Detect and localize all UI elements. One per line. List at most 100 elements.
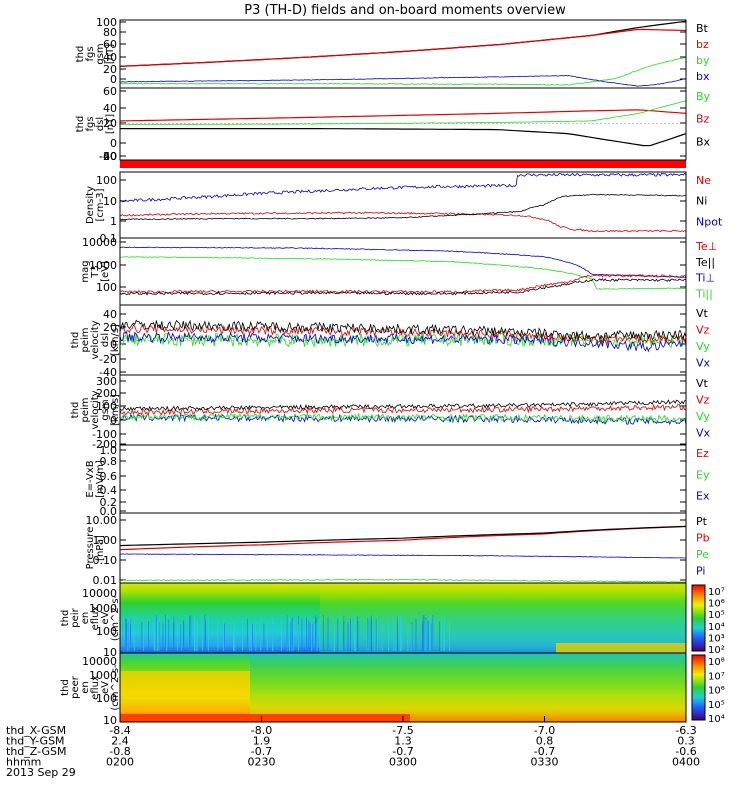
y-tick-label: 20: [103, 117, 117, 130]
series-group: [120, 247, 686, 295]
colorbar: [692, 655, 705, 720]
y-tick-label: 10000: [82, 236, 117, 249]
y-tick-label: 0: [110, 414, 117, 427]
y-tick-label: 10.00: [86, 514, 118, 527]
x-axis-block: thd_X-GSM -8.4 -8.0 -7.5 -7.0 -6.3 thd_Y-GSM 2.…: [6, 716, 700, 769]
panel-stack: thd fgs gsm [nT]100806040200Btbzbybxthd fgs d…: [60, 16, 725, 727]
y-tick-label: 10000: [82, 587, 117, 600]
colorbar: [692, 585, 705, 651]
legend-entry: Vz: [696, 394, 710, 407]
series-group: [120, 526, 686, 582]
colorbar-tick-label: 10⁴: [708, 622, 725, 633]
y-tick-label: 1000: [89, 602, 117, 615]
y-tick-label: 100: [96, 174, 117, 187]
y-tick-label: 10: [103, 195, 117, 208]
spectrogram-low-energy: [120, 714, 410, 722]
series-line-Bt: [120, 21, 686, 66]
y-tick-label: 1000: [89, 669, 117, 682]
colorbar-tick-label: 10⁷: [708, 587, 725, 598]
legend-entry: By: [696, 90, 711, 103]
date-label: 2013 Sep 29: [6, 766, 76, 779]
panel-efield: E=-VxB [mV/m]1.00.80.60.40.20.0EzEyEx: [85, 444, 710, 518]
series-line-Vy: [120, 333, 686, 348]
series-line-Ni: [120, 194, 686, 220]
y-tick-label: 1000: [89, 259, 117, 272]
page-title: P3 (TH-D) fields and on-board moments ov…: [244, 3, 566, 18]
legend-entry: Te||: [695, 256, 715, 269]
colorbar-tick-label: 10⁵: [708, 610, 725, 621]
legend-entry: Vz: [696, 324, 710, 337]
x-axis-value: 0330: [531, 756, 559, 769]
spectrogram-late: [320, 583, 686, 653]
legend-entry: Te⊥: [695, 240, 717, 253]
series-group: [120, 101, 686, 146]
legend-entry: bx: [696, 70, 710, 83]
series-line-Ti⊥: [120, 247, 686, 278]
legend-entry: Ex: [696, 490, 710, 503]
x-axis-value: 0200: [106, 756, 134, 769]
panel-peim_dsl: thd peim velocity dsl [km/s] 4020 0 -20-40 Vt Vz V…: [70, 305, 711, 379]
panel-frame: [120, 513, 686, 583]
legend-entry: Bx: [696, 135, 711, 148]
y-tick-label: 40: [103, 308, 117, 321]
y-tick-label: 10000: [82, 655, 117, 668]
y-tick-label: 20: [103, 321, 117, 334]
legend-entry: Ey: [696, 468, 710, 481]
panel-frame: [120, 20, 686, 88]
y-tick-label: 100: [96, 400, 117, 413]
legend-entry: Pi: [696, 565, 705, 578]
series-group: [120, 320, 686, 351]
colorbar-tick-label: 10³: [708, 633, 725, 644]
panel-peim_gsm: thd peim velocity gsm [km/s] 3002001000-100-2…: [70, 375, 711, 451]
panel-fgs_dsl: thd fgs dsl [nT]6040200-20-40-60ByBzBx: [75, 85, 711, 163]
legend-entry: Bz: [696, 113, 710, 126]
legend-entry: Vy: [696, 340, 710, 353]
panel-peir: thdpeirenefluxeV(cm^2-s-sr-eV)1000010001…: [60, 583, 725, 659]
panel-fgs_gsm: thd fgs gsm [nT] 100806040200 Bt bz by bx: [75, 16, 710, 88]
series-line-Bx: [120, 129, 686, 146]
legend-entry: Ti||: [695, 287, 713, 300]
y-tick-label: 100: [96, 625, 117, 638]
spectrogram-low-energy: [556, 643, 686, 653]
legend-entry: Ne: [696, 174, 711, 187]
panel-pressure: Pressure [nPa]10.001.000.100.01PtPbPePi: [85, 513, 710, 587]
legend-entry: Npot: [696, 215, 723, 228]
series-line-Pt: [120, 526, 686, 545]
series-group: [120, 21, 686, 86]
legend-entry: Pb: [696, 532, 710, 545]
series-line-Pe: [120, 579, 686, 582]
colorbar-tick-label: 10⁶: [708, 686, 725, 697]
legend-entry: bz: [696, 38, 709, 51]
legend-entry: Vt: [696, 377, 709, 390]
x-axis-value: 0400: [672, 756, 700, 769]
legend-entry: Vt: [696, 307, 709, 320]
spectrogram-hot-band: [120, 671, 250, 697]
panel-frame: [120, 445, 686, 513]
x-axis-value: 0300: [389, 756, 417, 769]
y-tick-label: -20: [99, 353, 117, 366]
colorbar-tick-label: 10⁴: [708, 714, 725, 725]
colorbar-tick-label: 10⁸: [708, 657, 725, 668]
legend-entry: Pe: [696, 548, 709, 561]
legend-entry: Vy: [696, 410, 710, 423]
series-line-By: [120, 101, 686, 125]
separator-bar: [120, 160, 686, 168]
panel-temperature: mag T3 [eV]100001000100Te⊥Te||Ti⊥Ti||: [80, 236, 717, 305]
y-tick-label: 60: [103, 85, 117, 98]
series-group: [120, 174, 686, 232]
colorbar-tick-label: 10⁷: [708, 671, 725, 682]
series-line-Pi: [120, 554, 686, 558]
y-tick-label: 0.8: [100, 455, 118, 468]
colorbar-tick-label: 10²: [708, 645, 725, 656]
series-line-Ne: [120, 212, 686, 232]
y-tick-label: 60: [103, 38, 117, 51]
panel-frame: [120, 172, 686, 238]
legend-entry: Pt: [696, 515, 708, 528]
y-tick-label: 0: [110, 137, 117, 150]
y-tick-label: 100: [96, 692, 117, 705]
legend-entry: Ez: [696, 447, 709, 460]
y-tick-label: 100: [96, 281, 117, 294]
legend-entry: Ni: [696, 195, 707, 208]
series-group: [120, 400, 686, 424]
y-tick-label: 0.01: [93, 574, 118, 587]
